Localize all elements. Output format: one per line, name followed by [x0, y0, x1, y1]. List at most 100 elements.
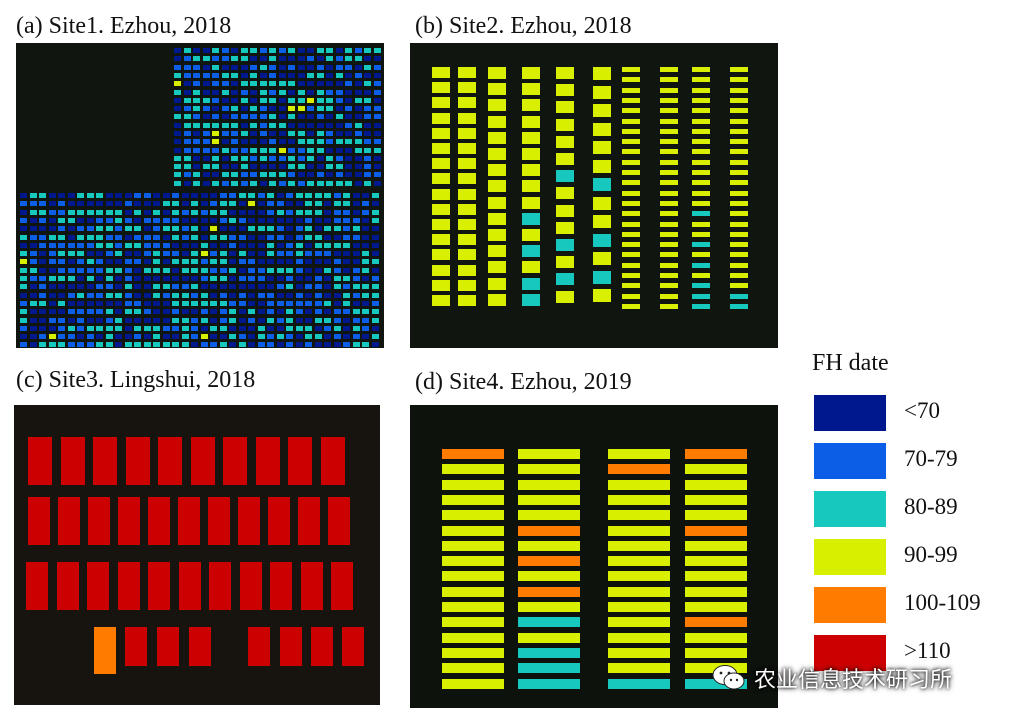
field-plot: [184, 90, 191, 95]
field-plot: [458, 173, 476, 184]
legend-swatch: [814, 539, 886, 575]
field-plot: [692, 263, 710, 268]
field-plot: [305, 318, 312, 323]
field-plot: [315, 342, 322, 347]
field-plot: [692, 232, 710, 237]
field-plot: [372, 243, 379, 248]
field-plot: [315, 193, 322, 198]
field-plot: [220, 243, 227, 248]
field-plot: [248, 235, 255, 240]
field-plot: [231, 164, 238, 169]
field-plot: [201, 226, 208, 231]
field-plot: [730, 180, 748, 185]
field-plot: [374, 114, 381, 119]
field-plot: [39, 201, 46, 206]
field-plot: [298, 139, 305, 144]
field-plot: [267, 284, 274, 289]
field-plot: [68, 309, 75, 314]
field-plot: [163, 226, 170, 231]
field-plot: [458, 67, 476, 78]
field-plot: [324, 226, 331, 231]
field-plot: [231, 48, 238, 53]
field-plot: [522, 213, 540, 225]
field-plot: [522, 229, 540, 241]
field-plot: [144, 268, 151, 273]
field-plot: [20, 268, 27, 273]
field-plot: [172, 226, 179, 231]
field-plot: [286, 193, 293, 198]
field-plot: [458, 189, 476, 200]
field-plot: [250, 156, 257, 161]
field-plot: [250, 172, 257, 177]
field-plot: [286, 226, 293, 231]
field-plot: [182, 326, 189, 331]
field-plot: [315, 259, 322, 264]
field-plot: [685, 556, 747, 566]
field-plot: [622, 283, 640, 288]
field-plot: [239, 276, 246, 281]
field-plot: [30, 193, 37, 198]
field-plot: [115, 293, 122, 298]
field-plot: [334, 210, 341, 215]
field-plot: [248, 293, 255, 298]
field-plot: [488, 261, 506, 273]
field-plot: [153, 251, 160, 256]
field-plot: [307, 73, 314, 78]
field-plot: [96, 326, 103, 331]
field-plot: [622, 273, 640, 278]
field-plot: [260, 48, 267, 53]
field-plot: [270, 562, 292, 610]
field-plot: [163, 293, 170, 298]
field-plot: [260, 164, 267, 169]
field-plot: [343, 334, 350, 339]
field-plot: [222, 90, 229, 95]
field-plot: [248, 284, 255, 289]
field-plot: [364, 131, 371, 136]
field-plot: [220, 251, 227, 256]
field-plot: [336, 65, 343, 70]
field-plot: [191, 268, 198, 273]
field-plot: [372, 251, 379, 256]
field-plot: [260, 81, 267, 86]
field-plot: [134, 276, 141, 281]
field-plot: [343, 201, 350, 206]
field-plot: [372, 309, 379, 314]
field-plot: [144, 193, 151, 198]
field-plot: [488, 245, 506, 257]
field-plot: [277, 334, 284, 339]
field-plot: [77, 334, 84, 339]
field-plot: [279, 139, 286, 144]
field-plot: [730, 77, 748, 82]
field-plot: [258, 201, 265, 206]
field-plot: [239, 334, 246, 339]
field-plot: [660, 283, 678, 288]
field-plot: [58, 293, 65, 298]
field-plot: [212, 56, 219, 61]
field-plot: [317, 98, 324, 103]
field-plot: [298, 497, 320, 545]
field-plot: [372, 259, 379, 264]
field-plot: [115, 235, 122, 240]
field-plot: [77, 276, 84, 281]
field-plot: [184, 123, 191, 128]
field-plot: [106, 293, 113, 298]
field-plot: [144, 218, 151, 223]
field-plot: [353, 259, 360, 264]
field-plot: [336, 156, 343, 161]
field-plot: [660, 67, 678, 72]
field-plot: [268, 497, 290, 545]
legend-swatch: [814, 587, 886, 623]
field-plot: [362, 193, 369, 198]
field-plot: [353, 342, 360, 347]
field-plot: [248, 301, 255, 306]
field-plot: [685, 480, 747, 490]
field-plot: [172, 201, 179, 206]
field-plot: [608, 633, 670, 643]
field-plot: [305, 201, 312, 206]
field-plot: [324, 301, 331, 306]
field-plot: [115, 259, 122, 264]
field-plot: [364, 139, 371, 144]
field-plot: [692, 304, 710, 309]
field-plot: [267, 259, 274, 264]
field-plot: [115, 342, 122, 347]
